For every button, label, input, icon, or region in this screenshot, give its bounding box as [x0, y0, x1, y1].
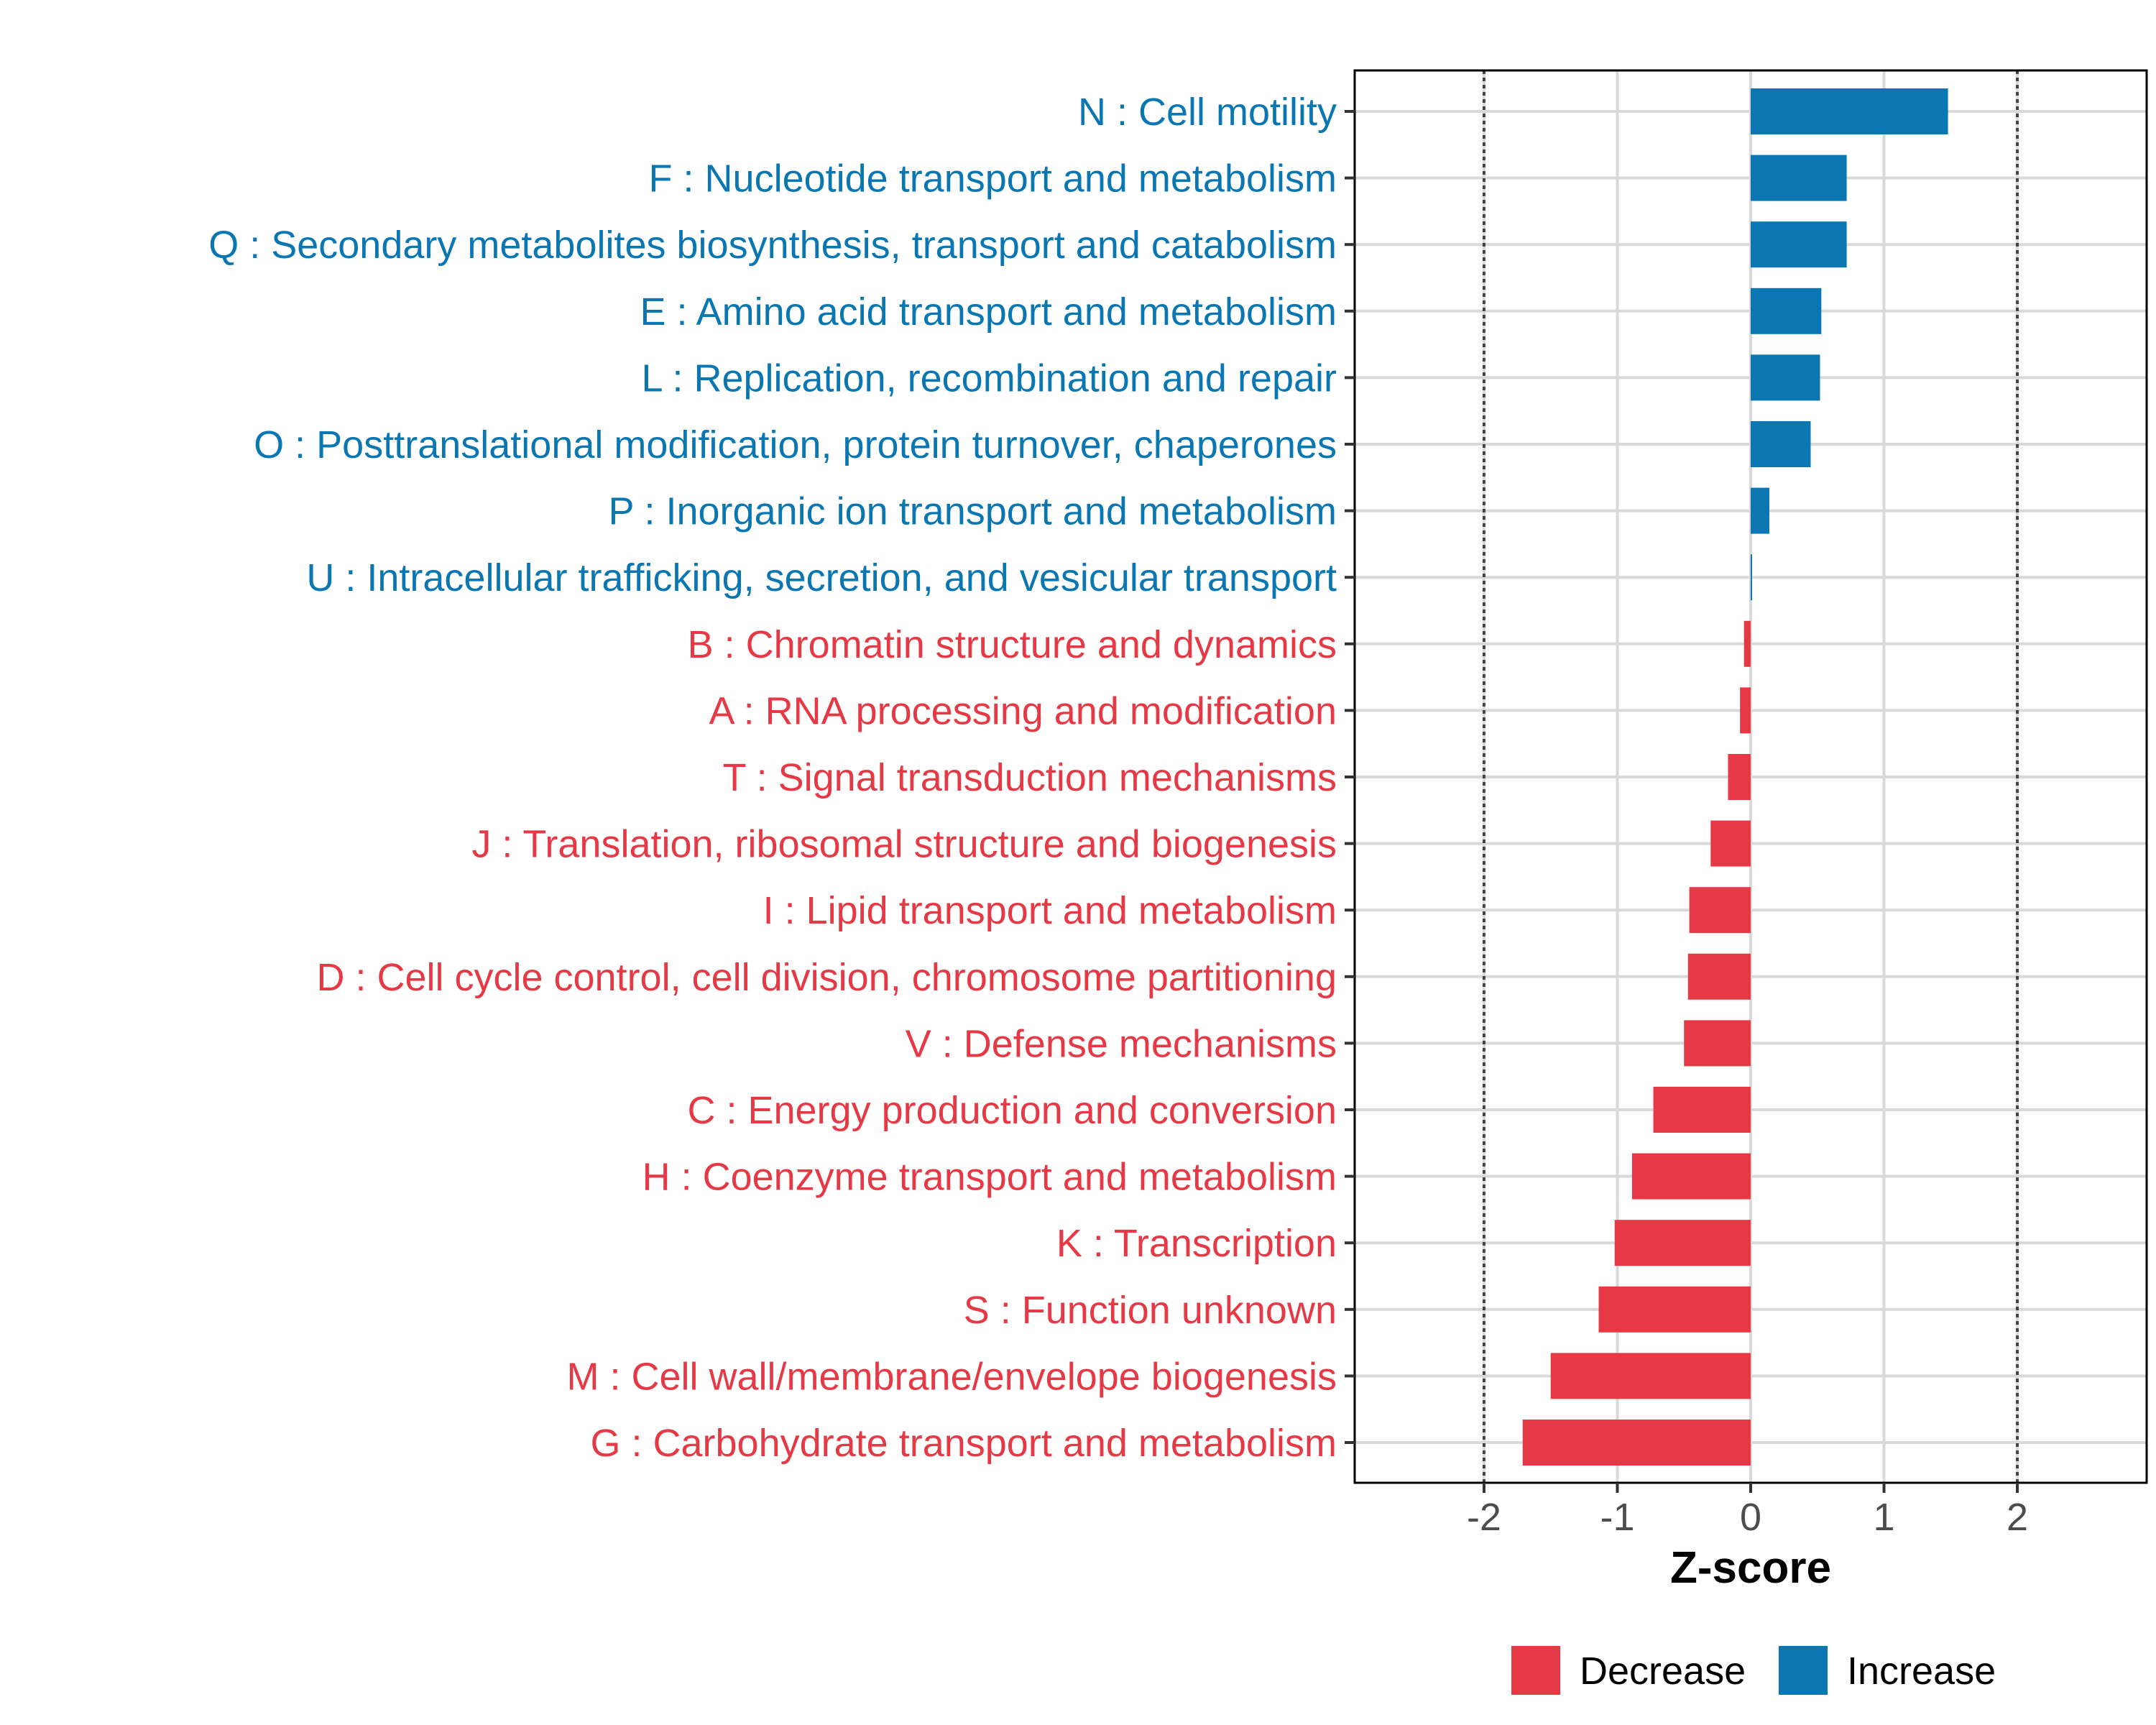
y-tick-label: G : Carbohydrate transport and metabolis… [591, 1422, 1337, 1465]
x-tick-label: -2 [1467, 1496, 1501, 1539]
y-axis-labels: N : Cell motility F : Nucleotide transpor… [208, 91, 1337, 1465]
y-tick-label: J : Translation, ribosomal structure and… [471, 823, 1337, 866]
bar-f [1751, 155, 1847, 201]
y-tick-label: A : RNA processing and modification [709, 689, 1337, 732]
y-tick-label: H : Coenzyme transport and metabolism [642, 1156, 1337, 1199]
x-tick-label: 1 [1873, 1496, 1894, 1539]
y-tick-label: I : Lipid transport and metabolism [763, 889, 1337, 932]
y-tick-label: M : Cell wall/membrane/envelope biogenes… [566, 1355, 1337, 1398]
bar-p [1751, 487, 1769, 534]
y-tick-label: P : Inorganic ion transport and metaboli… [608, 490, 1337, 533]
bar-e [1751, 288, 1822, 334]
y-tick-label: C : Energy production and conversion [687, 1089, 1337, 1132]
legend-label-increase: Increase [1847, 1650, 1996, 1693]
x-axis-ticks: -2 -1 0 1 2 [1467, 1483, 2028, 1539]
legend-swatch-decrease [1511, 1646, 1560, 1695]
bar-s [1598, 1286, 1751, 1333]
y-tick-label: N : Cell motility [1078, 91, 1337, 134]
bars [1522, 88, 1948, 1466]
y-tick-label: L : Replication, recombination and repai… [641, 356, 1337, 400]
bar-n [1751, 88, 1948, 134]
x-tick-label: 0 [1740, 1496, 1761, 1539]
reference-lines [1482, 70, 2019, 1483]
bar-i [1689, 887, 1751, 934]
y-tick-label: S : Function unknown [964, 1289, 1337, 1332]
y-tick-label: F : Nucleotide transport and metabolism [649, 157, 1337, 201]
legend: Decrease Increase [1511, 1646, 1996, 1695]
bar-t [1728, 754, 1751, 800]
y-tick-label: E : Amino acid transport and metabolism [640, 290, 1337, 334]
legend-swatch-increase [1779, 1646, 1828, 1695]
legend-label-decrease: Decrease [1580, 1650, 1746, 1693]
y-tick-label: O : Posttranslational modification, prot… [254, 423, 1337, 466]
x-tick-label: -1 [1600, 1496, 1634, 1539]
bar-b [1743, 620, 1751, 667]
y-tick-label: B : Chromatin structure and dynamics [688, 623, 1337, 666]
y-tick-label: U : Intracellular trafficking, secretion… [306, 556, 1337, 599]
bar-u [1751, 554, 1752, 601]
bar-g [1522, 1420, 1751, 1466]
y-axis-ticks [1345, 110, 1355, 1444]
x-axis-title: Z-score [1670, 1543, 1831, 1593]
bar-m [1550, 1353, 1751, 1399]
y-tick-label: V : Defense mechanisms [906, 1022, 1337, 1065]
bar-c [1653, 1087, 1751, 1133]
bar-o [1751, 421, 1811, 467]
y-tick-label: Q : Secondary metabolites biosynthesis, … [208, 224, 1337, 267]
y-tick-label: D : Cell cycle control, cell division, c… [316, 956, 1337, 999]
bar-j [1710, 820, 1751, 867]
bar-d [1687, 953, 1751, 1000]
bar-a [1740, 687, 1751, 734]
y-tick-label: T : Signal transduction mechanisms [723, 756, 1337, 799]
bar-q [1751, 221, 1847, 268]
y-tick-label: K : Transcription [1056, 1222, 1337, 1265]
bar-v [1684, 1020, 1751, 1067]
bar-k [1614, 1220, 1751, 1266]
bar-l [1751, 354, 1820, 401]
bar-h [1631, 1153, 1751, 1200]
x-tick-label: 2 [2007, 1496, 2028, 1539]
